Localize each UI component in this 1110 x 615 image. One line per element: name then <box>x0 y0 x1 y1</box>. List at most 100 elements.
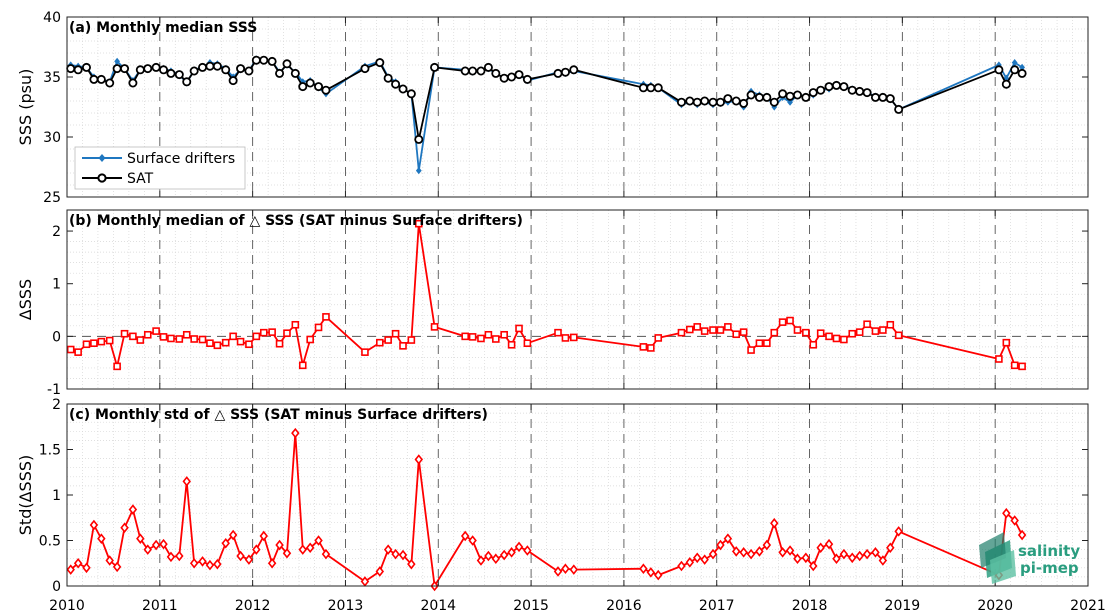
y-tick-label: 0 <box>52 329 61 345</box>
data-point-marker <box>832 334 841 343</box>
data-point-marker <box>771 103 778 111</box>
data-point-marker <box>1002 507 1011 519</box>
data-point-marker <box>267 56 277 66</box>
data-point-marker <box>994 65 1004 75</box>
data-point-marker <box>499 549 509 561</box>
x-tick-label: 2011 <box>142 598 178 614</box>
data-point-marker <box>175 335 184 343</box>
logo-line1: salinity <box>1018 542 1080 560</box>
data-point-marker <box>700 96 710 106</box>
data-point-marker <box>105 336 114 345</box>
data-point-marker <box>507 340 516 349</box>
data-point-marker <box>361 348 369 356</box>
data-point-marker <box>569 564 579 575</box>
data-point-marker <box>492 335 500 343</box>
data-point-marker <box>553 566 563 577</box>
y-tick-label: 30 <box>43 130 61 146</box>
data-point-marker <box>653 83 663 93</box>
data-point-marker <box>839 82 849 92</box>
data-point-marker <box>113 362 121 371</box>
data-point-marker <box>198 556 207 567</box>
data-point-marker <box>639 563 648 574</box>
data-point-marker <box>228 76 238 86</box>
data-point-marker <box>244 66 254 76</box>
data-point-marker <box>468 333 477 341</box>
data-point-marker <box>677 560 686 572</box>
data-point-marker <box>832 553 841 564</box>
data-point-marker <box>306 335 314 344</box>
data-point-marker <box>654 334 663 342</box>
data-point-marker <box>561 334 570 342</box>
data-point-marker <box>251 55 261 65</box>
data-point-marker <box>716 539 725 551</box>
data-point-marker <box>298 361 307 370</box>
data-point-marker <box>500 330 508 339</box>
x-tick-label: 2015 <box>513 598 549 614</box>
data-point-marker <box>159 65 169 75</box>
data-point-marker <box>430 62 440 72</box>
data-point-marker <box>515 324 523 333</box>
data-point-marker <box>793 326 802 334</box>
data-point-marker <box>724 323 732 331</box>
data-point-marker <box>244 554 254 565</box>
data-point-marker <box>112 561 122 573</box>
data-point-marker <box>507 72 517 82</box>
data-point-marker <box>252 332 261 341</box>
data-point-marker <box>793 553 802 564</box>
data-point-marker <box>996 61 1002 69</box>
data-point-marker <box>686 325 694 334</box>
text-layer: 25 30 35 40 (a) Monthly median SSS SSS (psu) -… <box>16 10 1106 614</box>
data-point-marker <box>291 320 300 329</box>
data-point-marker <box>801 92 811 102</box>
data-point-marker <box>414 134 424 144</box>
data-point-marker <box>114 57 121 65</box>
data-point-marker <box>89 74 99 84</box>
data-point-marker <box>221 338 230 347</box>
data-point-marker <box>638 83 648 93</box>
y-axis-label: SSS (psu) <box>16 69 35 146</box>
data-point-marker <box>259 55 269 65</box>
data-point-marker <box>105 78 115 88</box>
data-point-marker <box>275 539 284 551</box>
data-point-marker <box>739 98 749 108</box>
data-point-marker <box>878 555 888 566</box>
data-point-marker <box>151 539 161 551</box>
data-point-marker <box>236 337 245 346</box>
data-point-marker <box>801 552 811 564</box>
panel-title: (a) Monthly median SSS <box>69 20 257 36</box>
data-point-marker <box>1002 338 1011 347</box>
data-point-marker <box>840 335 848 344</box>
y-tick-label: 40 <box>43 10 61 26</box>
data-point-marker <box>291 427 300 439</box>
data-point-marker <box>228 529 238 541</box>
data-point-marker <box>862 548 872 560</box>
data-point-marker <box>112 64 122 74</box>
data-point-marker <box>816 329 825 337</box>
data-point-marker <box>245 340 253 349</box>
data-point-marker <box>198 335 207 344</box>
data-point-marker <box>685 96 695 106</box>
data-point-marker <box>236 64 246 74</box>
data-point-marker <box>863 320 871 329</box>
x-tick-label: 2013 <box>328 598 364 614</box>
data-point-marker <box>182 476 191 487</box>
data-point-marker <box>676 97 686 107</box>
data-point-marker <box>213 558 222 570</box>
data-point-marker <box>484 330 493 339</box>
data-point-marker <box>569 65 579 75</box>
data-point-marker <box>120 329 129 338</box>
x-tick-label: 2016 <box>606 598 642 614</box>
panel-title: (b) Monthly median of △ SSS (SAT minus S… <box>69 213 523 229</box>
data-point-marker <box>206 339 214 347</box>
data-point-marker <box>646 83 656 93</box>
data-point-marker <box>97 337 106 346</box>
data-point-marker <box>259 530 268 542</box>
data-point-marker <box>561 563 570 574</box>
data-point-marker <box>275 339 284 348</box>
data-point-marker <box>159 538 168 550</box>
data-point-marker <box>831 80 841 90</box>
data-point-marker <box>97 533 106 544</box>
data-point-marker <box>754 92 764 102</box>
data-point-marker <box>870 92 880 102</box>
